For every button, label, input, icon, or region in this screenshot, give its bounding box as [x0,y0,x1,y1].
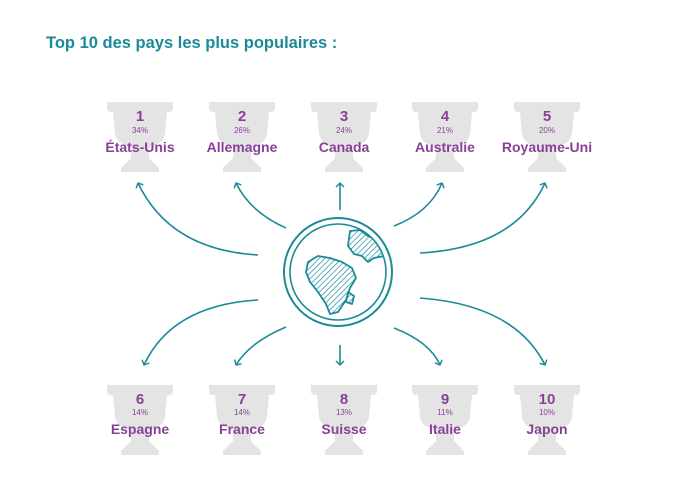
trophy-icon [107,385,173,455]
trophy-icon [412,102,478,172]
percentage: 11% [437,408,453,417]
trophy-icon [412,385,478,455]
trophy-icon [514,102,580,172]
percentage: 21% [436,126,453,135]
rank-number: 9 [440,391,450,408]
percentage: 20% [538,126,555,135]
country-name: Japon [526,421,568,437]
trophy-icon [107,102,173,172]
arrow-to-10 [419,297,548,366]
arrow-to-1 [135,182,259,256]
country-name: Italie [429,421,461,437]
trophy-icon [311,385,377,455]
rank-number: 7 [237,391,247,408]
percentage: 14% [131,408,148,417]
page-title: Top 10 des pays les plus populaires : [46,34,338,52]
arrow-to-9 [393,327,443,366]
country-name: Suisse [321,421,367,437]
country-name: Canada [318,139,370,155]
arrow-to-4 [393,182,445,227]
country-name: France [219,421,265,437]
rank-number: 4 [440,108,450,125]
rank-number: 6 [135,391,145,408]
trophy-icon [209,385,275,455]
globe-icon [283,217,393,327]
rank-number: 1 [135,108,145,125]
trophy-icon [311,102,377,172]
trophy-icon [514,385,580,455]
country-name: Allemagne [206,139,278,155]
country-name: Australie [415,139,475,155]
rank-number: 3 [339,108,349,125]
rank-number: 8 [339,391,349,408]
arrow-to-6 [141,299,259,366]
percentage: 10% [538,408,555,417]
arrow-to-2 [233,182,287,229]
rank-number: 5 [542,108,552,125]
rank-number: 10 [538,391,556,408]
country-name: Espagne [110,421,170,437]
percentage: 34% [131,126,148,135]
country-name: États-Unis [105,139,175,155]
rank-number: 2 [237,108,247,125]
percentage: 26% [233,126,250,135]
trophy-icon [209,102,275,172]
arrow-to-5 [419,182,548,254]
percentage: 13% [335,408,352,417]
percentage: 14% [233,408,250,417]
country-name: Royaume-Uni [501,139,593,155]
percentage: 24% [335,126,352,135]
arrow-to-7 [234,326,287,366]
